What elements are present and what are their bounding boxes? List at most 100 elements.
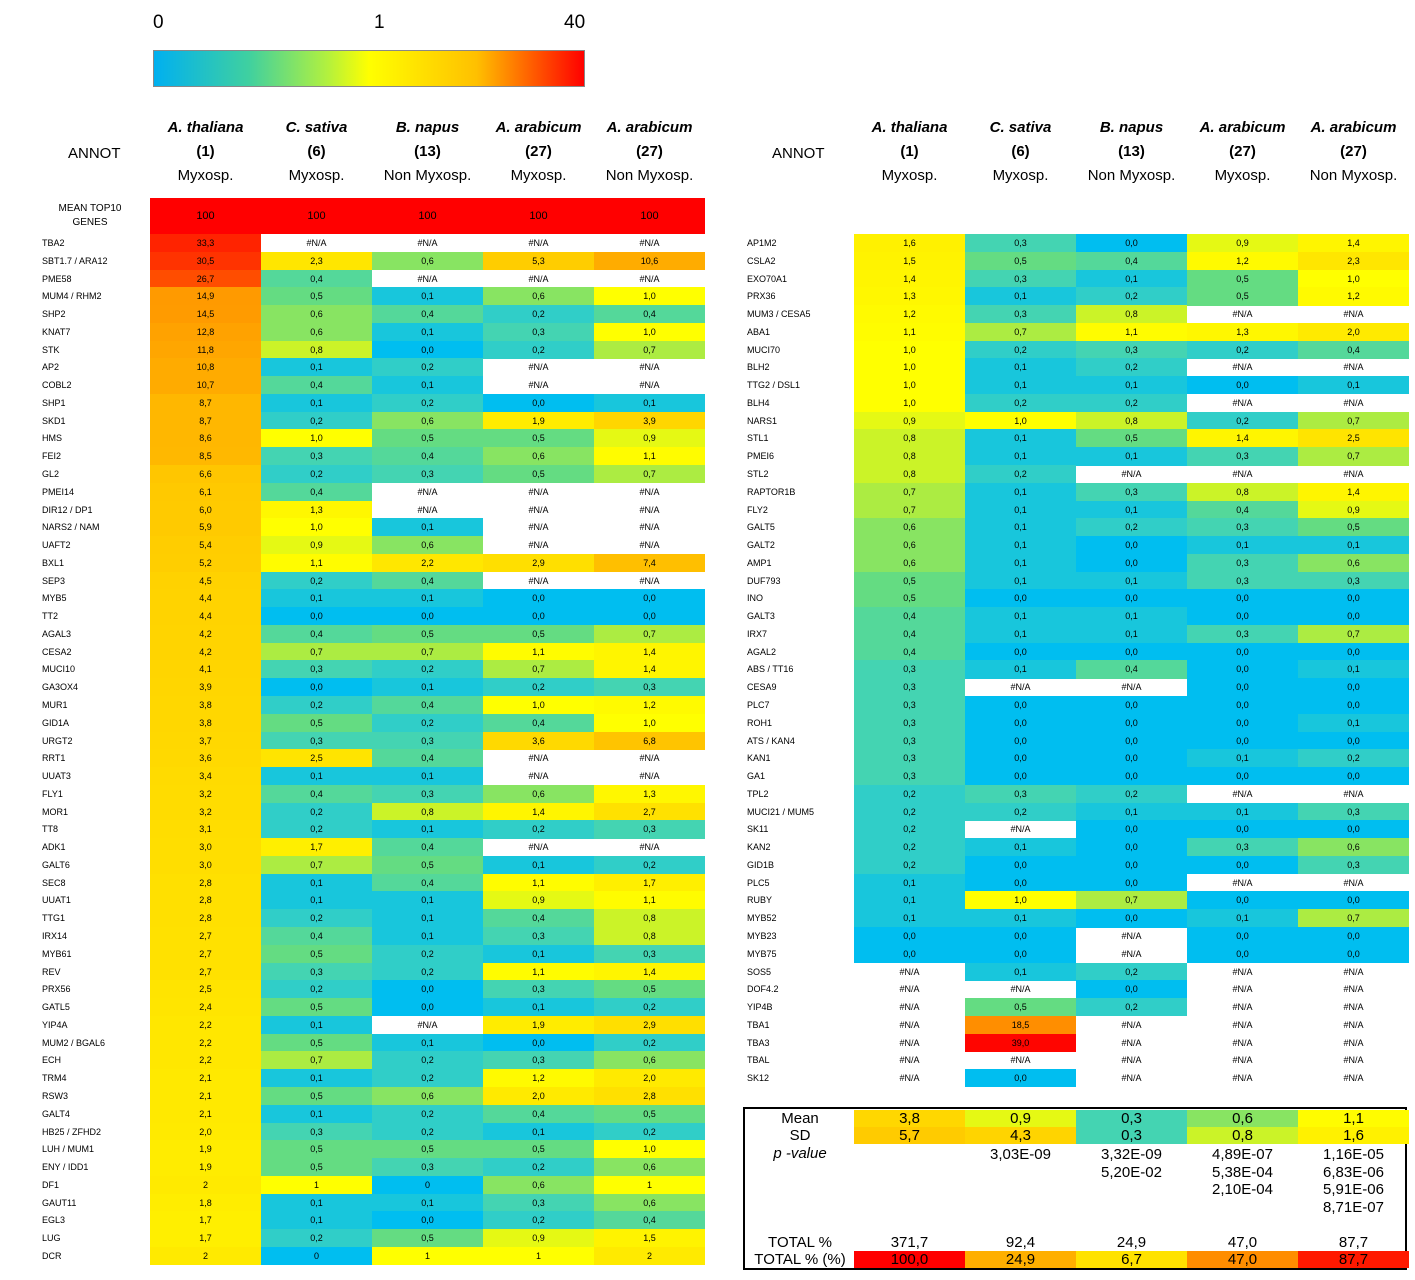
heatmap-cell: #N/A — [639, 575, 660, 586]
heatmap-cell: #N/A — [899, 1037, 920, 1048]
gene-label: BXL1 — [42, 557, 65, 568]
gene-label: AGAL3 — [42, 628, 72, 639]
heatmap-cell: 0,2 — [261, 909, 372, 928]
heatmap-cell: 1,3 — [1187, 322, 1298, 342]
heatmap-cell: 1,1 — [594, 447, 705, 466]
heatmap-cell: #N/A — [1010, 984, 1031, 995]
heatmap-cell: 0,0 — [1298, 820, 1409, 839]
heatmap-cell: 0,0 — [483, 589, 594, 608]
heatmap-cell: 0,1 — [372, 1033, 483, 1052]
heatmap-cell: 8,6 — [150, 429, 261, 448]
heatmap-cell: 0,1 — [261, 358, 372, 377]
gene-label: ABS / TT16 — [747, 664, 794, 675]
heatmap-cell: 0,0 — [1298, 607, 1409, 626]
gene-label: ROH1 — [747, 717, 773, 728]
heatmap-cell: 0,2 — [483, 305, 594, 324]
gene-label: CESA2 — [42, 646, 72, 657]
heatmap-cell: 0,3 — [594, 944, 705, 964]
heatmap-cell: 30,5 — [150, 251, 261, 271]
heatmap-cell: 0,0 — [965, 642, 1076, 661]
heatmap-cell: 1,1 — [261, 553, 372, 573]
pvalue-cell: 5,38E-04 — [1212, 1163, 1273, 1181]
heatmap-cell: 0,5 — [965, 251, 1076, 271]
heatmap-cell: 0,2 — [372, 1122, 483, 1141]
heatmap-cell: 14,5 — [150, 305, 261, 324]
gene-label: MUR1 — [42, 700, 68, 711]
scale-label-mid: 1 — [374, 12, 385, 33]
heatmap-cell: 0,5 — [372, 1229, 483, 1248]
heatmap-cell: 0,3 — [261, 731, 372, 750]
heatmap-cell: 0,5 — [854, 571, 965, 590]
heatmap-cell: 0,2 — [1076, 998, 1187, 1017]
heatmap-cell: 0,1 — [854, 873, 965, 892]
heatmap-cell: 0,1 — [1298, 660, 1409, 679]
heatmap-cell: 0,6 — [372, 536, 483, 555]
heatmap-cell: 0,0 — [1187, 731, 1298, 750]
heatmap-cell: 3,0 — [150, 855, 261, 875]
pvalue-cell: 5,91E-06 — [1323, 1181, 1384, 1198]
heatmap-cell: #N/A — [417, 273, 438, 284]
heatmap-cell: 0,5 — [372, 429, 483, 448]
heatmap-cell: 0,3 — [965, 784, 1076, 804]
heatmap-cell: #N/A — [528, 273, 549, 284]
pvalue-cell: 6,83E-06 — [1323, 1163, 1384, 1181]
heatmap-cell: 0,0 — [1076, 855, 1187, 875]
heatmap-cell: 2,1 — [150, 1104, 261, 1123]
heatmap-cell: 14,9 — [150, 287, 261, 306]
heatmap-cell: 5,3 — [483, 251, 594, 271]
heatmap-cell: 0,0 — [1298, 642, 1409, 661]
sd-cell: 1,6 — [1298, 1127, 1409, 1144]
heatmap-cell: 0,1 — [1076, 269, 1187, 288]
heatmap-cell: 3,1 — [150, 820, 261, 839]
sample-count: (27) — [636, 143, 663, 160]
sample-count: (1) — [196, 143, 215, 160]
heatmap-cell: 12,8 — [150, 322, 261, 342]
heatmap-cell: 2,9 — [483, 553, 594, 573]
gene-label: YIP4B — [747, 1002, 773, 1013]
gene-label: BLH4 — [747, 397, 770, 408]
heatmap-cell: 0,1 — [1187, 909, 1298, 928]
heatmap-cell: 0,8 — [1187, 482, 1298, 502]
pvalue-cell: 8,71E-07 — [1323, 1198, 1384, 1216]
gene-label: GALT4 — [42, 1108, 70, 1119]
heatmap-cell: 0,5 — [1076, 429, 1187, 448]
heatmap-cell: 0,2 — [1076, 962, 1187, 981]
heatmap-cell: 1,4 — [483, 802, 594, 821]
heatmap-cell: #N/A — [1343, 1073, 1364, 1084]
gene-label: HB25 / ZFHD2 — [42, 1126, 102, 1137]
heatmap-cell: 1,7 — [594, 873, 705, 892]
heatmap-cell: 1,9 — [150, 1158, 261, 1177]
sd-label: SD — [789, 1127, 811, 1144]
sample-count: (27) — [1229, 143, 1256, 160]
heatmap-cell: 1,9 — [150, 1140, 261, 1159]
heatmap-cell: 0,2 — [1076, 518, 1187, 537]
heatmap-cell: 0,1 — [965, 607, 1076, 626]
heatmap-cell: 0,0 — [483, 1033, 594, 1052]
mean-cell: 0,9 — [965, 1110, 1076, 1127]
heatmap-cell: 0,6 — [1298, 838, 1409, 857]
heatmap-cell: #N/A — [528, 504, 549, 515]
heatmap-cell: #N/A — [1232, 966, 1253, 977]
heatmap-cell: 0,7 — [261, 1051, 372, 1070]
heatmap-cell: 6,6 — [150, 465, 261, 484]
heatmap-cell: 0,4 — [261, 269, 372, 288]
mean-label: Mean — [781, 1110, 819, 1127]
heatmap-cell: 0,0 — [1076, 696, 1187, 715]
heatmap-cell: 0,2 — [965, 465, 1076, 484]
heatmap-cell: 0,3 — [1187, 624, 1298, 644]
heatmap-cell: 0,7 — [483, 660, 594, 679]
heatmap-cell: 0,5 — [1298, 518, 1409, 537]
heatmap-cell: 8,5 — [150, 447, 261, 466]
gene-label: CSLA2 — [747, 255, 776, 266]
heatmap-cell: #N/A — [528, 238, 549, 248]
sd-cell: 0,8 — [1187, 1127, 1298, 1144]
heatmap-cell: 0,9 — [261, 536, 372, 555]
heatmap-cell: #N/A — [417, 504, 438, 515]
heatmap-cell: #N/A — [1232, 397, 1253, 408]
heatmap-cell: 0,4 — [372, 305, 483, 324]
heatmap-cell: 0,1 — [372, 518, 483, 537]
heatmap-cell: 1,4 — [1298, 234, 1409, 253]
heatmap-cell: 1,0 — [594, 1140, 705, 1159]
total-pct-cell: 6,7 — [1076, 1251, 1187, 1268]
sd-cell: 0,3 — [1076, 1127, 1187, 1144]
